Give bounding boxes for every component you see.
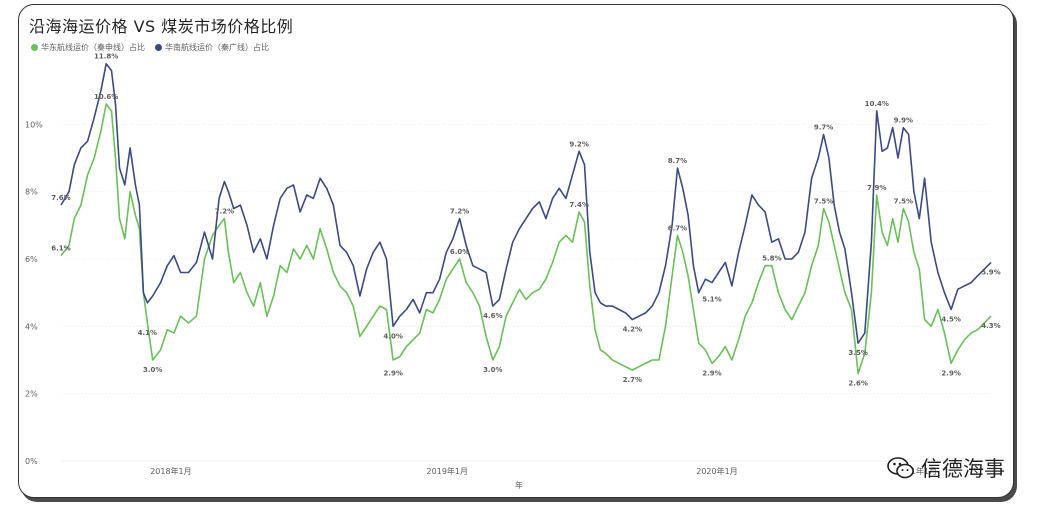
x-tick-label: 2021年1月 — [896, 466, 937, 476]
series-line-0 — [60, 103, 992, 375]
data-label: 8.7% — [668, 157, 687, 165]
legend-item-east[interactable]: 华东航线运价（秦申线）占比 — [31, 42, 145, 53]
data-label: 2.9% — [941, 369, 960, 377]
watermark: 信德海事 — [887, 453, 1005, 483]
data-label: 4.1% — [138, 329, 157, 337]
data-label: 11.8% — [94, 53, 118, 61]
line-chart: 0% 2% 4% 6% 8% 10% 2018年1月 2019年1月 2020年1月 2021年1… — [25, 53, 1001, 490]
data-label: 9.9% — [894, 117, 913, 125]
legend-dot-south — [155, 44, 162, 51]
data-label: 10.4% — [865, 100, 889, 108]
data-label: 4.3% — [981, 322, 1000, 330]
data-label: 7.5% — [814, 198, 833, 206]
data-label: 3.0% — [143, 366, 162, 374]
data-label: 7.9% — [867, 184, 886, 192]
data-label: 6.1% — [51, 245, 70, 253]
data-label: 4.5% — [941, 316, 960, 324]
x-tick-label: 2020年1月 — [696, 466, 737, 476]
legend: 华东航线运价（秦申线）占比 华南航线运价（秦广线）占比 — [31, 42, 269, 53]
data-label: 9.7% — [814, 123, 833, 131]
legend-label-east: 华东航线运价（秦申线）占比 — [41, 43, 145, 52]
data-label: 4.2% — [623, 326, 642, 334]
chart-frame: 沿海海运价格 VS 煤炭市场价格比例 华东航线运价（秦申线）占比 华南航线运价（… — [18, 4, 1014, 498]
data-label: 9.2% — [569, 140, 588, 148]
data-label: 2.9% — [383, 369, 402, 377]
data-label: 5.9% — [981, 268, 1000, 276]
y-tick-label: 0% — [25, 457, 38, 466]
y-tick-label: 2% — [25, 390, 38, 399]
data-label: 4.6% — [483, 312, 502, 320]
data-label: 7.2% — [215, 208, 234, 216]
wechat-icon — [887, 457, 914, 479]
data-label: 10.6% — [94, 93, 118, 101]
y-tick-label: 4% — [25, 322, 38, 331]
watermark-text: 信德海事 — [921, 457, 1005, 481]
data-label: 3.0% — [483, 366, 502, 374]
data-label: 7.2% — [450, 208, 469, 216]
data-label: 4.0% — [383, 332, 402, 340]
data-label: 7.6% — [51, 194, 70, 202]
data-label: 7.4% — [569, 201, 588, 209]
data-label: 2.6% — [848, 379, 867, 387]
data-label: 6.7% — [668, 224, 687, 232]
x-tick-label: 2018年1月 — [150, 466, 191, 476]
y-tick-label: 8% — [25, 188, 38, 197]
data-label: 2.7% — [623, 376, 642, 384]
x-tick-label: 2019年1月 — [427, 466, 468, 476]
legend-item-south[interactable]: 华南航线运价（秦广线）占比 — [155, 42, 269, 53]
data-label: 6.0% — [450, 248, 469, 256]
data-label: 3.5% — [848, 349, 867, 357]
legend-dot-east — [31, 44, 38, 51]
data-label: 2.9% — [702, 369, 721, 377]
data-label: 5.1% — [702, 295, 721, 303]
data-label: 7.5% — [894, 198, 913, 206]
x-axis-label: 年 — [515, 480, 523, 490]
data-label: 5.8% — [762, 255, 781, 263]
y-tick-label: 6% — [25, 255, 38, 264]
chart-title: 沿海海运价格 VS 煤炭市场价格比例 — [29, 17, 294, 36]
legend-label-south: 华南航线运价（秦广线）占比 — [165, 43, 269, 52]
series-line-1 — [60, 62, 992, 344]
y-tick-label: 10% — [25, 120, 43, 129]
